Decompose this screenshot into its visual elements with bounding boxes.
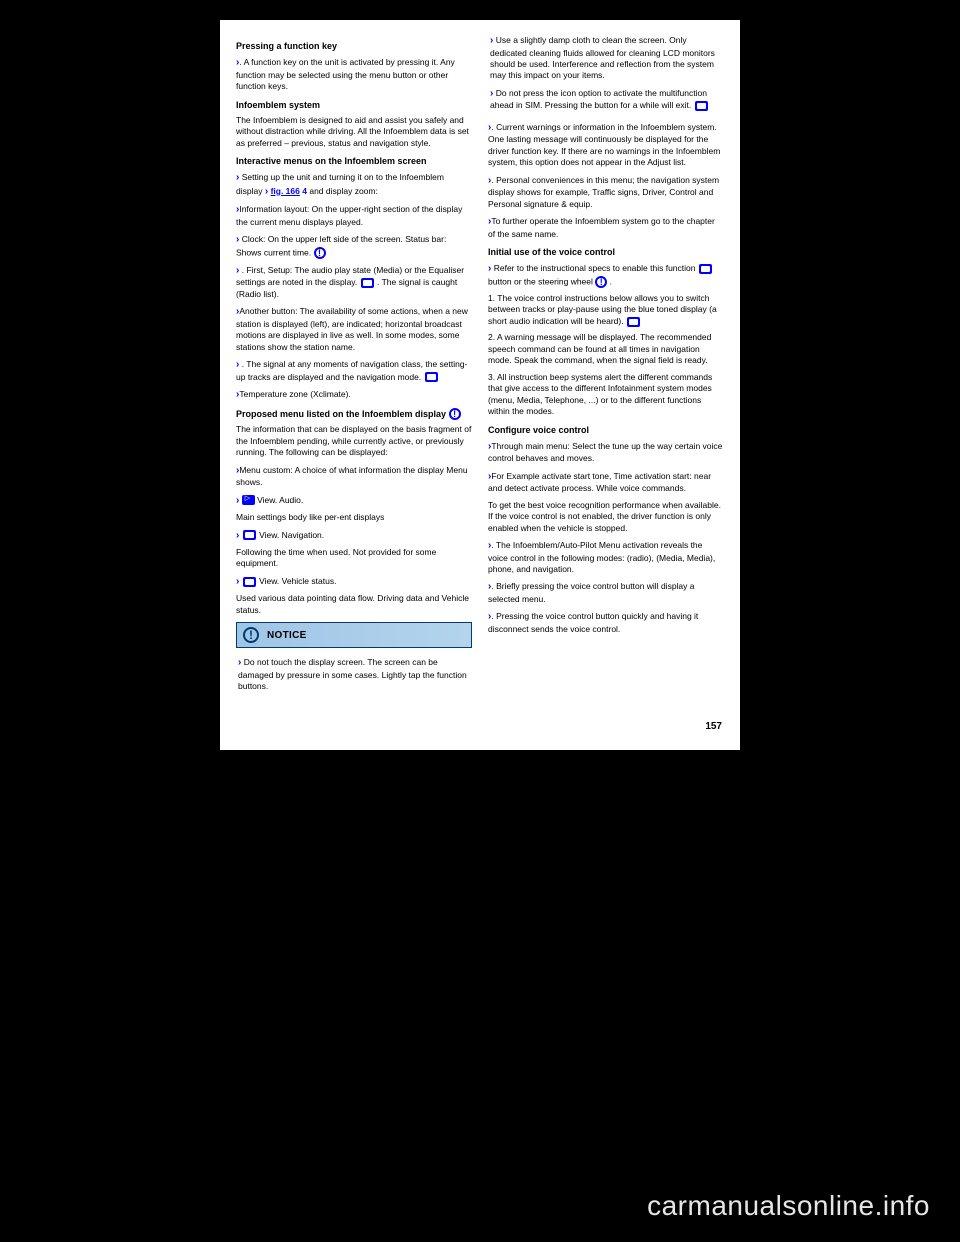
media-icon (361, 278, 374, 288)
chevron-icon: › (236, 576, 239, 587)
fig-ref-link[interactable]: fig. 166 (271, 186, 300, 196)
heading-press-fn: Pressing a function key (236, 40, 472, 52)
para: 1. The voice control instructions below … (488, 293, 724, 327)
chevron-icon: › (488, 263, 491, 274)
page-number: 157 (705, 721, 722, 732)
notice-line: › Do not touch the display screen. The s… (238, 656, 470, 692)
para: › . The signal at any moments of navigat… (236, 358, 472, 383)
para: 3. All instruction beep systems alert th… (488, 372, 724, 418)
notice-band: ! NOTICE (236, 622, 472, 648)
chevron-icon: › (236, 530, 239, 541)
para: › Refer to the instructional specs to en… (488, 262, 724, 288)
chevron-icon: › (236, 359, 239, 370)
nav-icon (425, 372, 438, 382)
para: Main settings body like per-ent displays (236, 512, 472, 523)
watermark: carmanualsonline.info (647, 1190, 930, 1222)
para: The information that can be displayed on… (236, 424, 472, 458)
para: ›Temperature zone (Xclimate). (236, 388, 472, 402)
para: ›. Personal conveniences in this menu; t… (488, 174, 724, 210)
chevron-icon: › (236, 172, 239, 183)
para: Following the time when used. Not provid… (236, 547, 472, 570)
para: To get the best voice recognition perfor… (488, 500, 724, 534)
chevron-icon: › (490, 35, 493, 46)
heading-interactive: Interactive menus on the Infoemblem scre… (236, 155, 472, 167)
para: ›Another button: The availability of som… (236, 305, 472, 353)
chevron-icon: › (236, 234, 239, 245)
chevron-icon: › (265, 186, 268, 197)
audio-icon (242, 495, 255, 505)
page-content: Pressing a function key ›. A function ke… (236, 34, 724, 700)
para: The Infoemblem is designed to aid and as… (236, 115, 472, 149)
heading-infoemblem: Infoemblem system (236, 99, 472, 111)
para: › Clock: On the upper left side of the s… (236, 233, 472, 259)
nav-icon (243, 530, 256, 540)
voice-icon (699, 264, 712, 274)
caution-icon: ! (449, 408, 461, 420)
caution-icon: ! (595, 276, 607, 288)
para: ›. Pressing the voice control button qui… (488, 610, 724, 635)
chevron-icon: › (490, 88, 493, 99)
display-icon (627, 317, 640, 327)
notice-line: › Use a slightly damp cloth to clean the… (490, 34, 722, 82)
para: ›. A function key on the unit is activat… (236, 56, 472, 92)
para: › . First, Setup: The audio play state (… (236, 264, 472, 300)
heading-proposed: Proposed menu listed on the Infoemblem d… (236, 408, 472, 421)
notice-icon: ! (243, 627, 259, 643)
notice-line: › Do not press the icon option to activa… (490, 87, 722, 112)
chevron-icon: › (236, 265, 239, 276)
manual-page: Pressing a function key ›. A function ke… (220, 20, 740, 750)
para: › View. Audio. (236, 494, 472, 508)
para: ›. Briefly pressing the voice control bu… (488, 580, 724, 605)
para: ›. The Infoemblem/Auto-Pilot Menu activa… (488, 539, 724, 575)
notice-label: NOTICE (267, 629, 307, 643)
para: ›Information layout: On the upper-right … (236, 203, 472, 228)
para: ›Menu custom: A choice of what informati… (236, 464, 472, 489)
heading-voice: Initial use of the voice control (488, 246, 724, 258)
para: ›. Current warnings or information in th… (488, 121, 724, 169)
para: 2. A warning message will be displayed. … (488, 332, 724, 366)
para: › Setting up the unit and turning it on … (236, 171, 472, 198)
para: › View. Navigation. (236, 529, 472, 543)
chevron-icon: › (236, 495, 239, 506)
para: › View. Vehicle status. (236, 575, 472, 589)
heading-config: Configure voice control (488, 424, 724, 436)
vehicle-icon (243, 577, 256, 587)
para: ›For Example activate start tone, Time a… (488, 470, 724, 495)
chevron-icon: › (238, 657, 241, 668)
caution-icon: ! (314, 247, 326, 259)
para: Used various data pointing data flow. Dr… (236, 593, 472, 616)
para: ›Through main menu: Select the tune up t… (488, 440, 724, 465)
fig-ref-index: 4 (302, 186, 307, 196)
para: ›To further operate the Infoemblem syste… (488, 215, 724, 240)
sim-icon (695, 101, 708, 111)
